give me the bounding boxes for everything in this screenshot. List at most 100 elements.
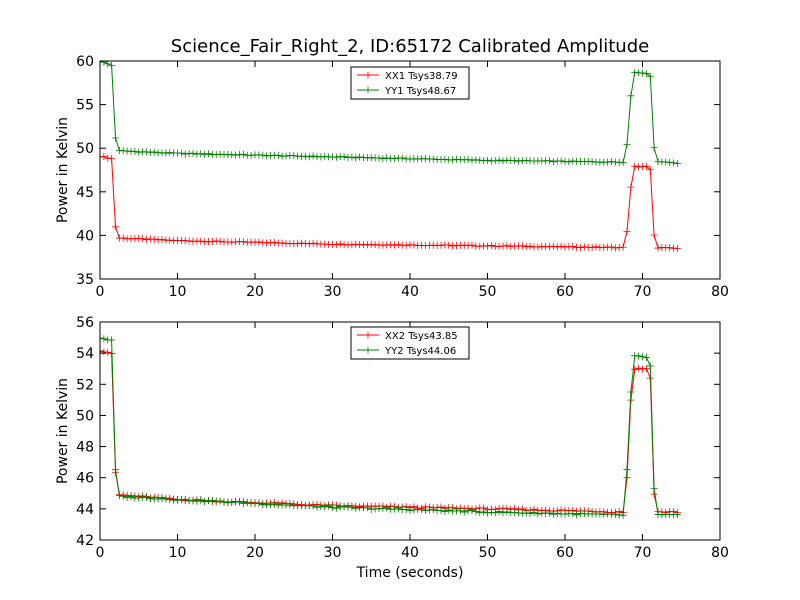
data-point-marker (534, 510, 542, 518)
data-point-marker (429, 155, 437, 163)
data-point-marker (619, 511, 627, 519)
legend: XX2 Tsys43.85 YY2 Tsys44.06 (350, 326, 470, 360)
data-point-marker (193, 150, 201, 158)
data-point-marker (642, 70, 650, 78)
data-point-marker (623, 140, 631, 148)
data-point-marker (670, 159, 677, 167)
data-point-marker (108, 61, 116, 69)
data-point-marker (429, 506, 437, 514)
data-point-marker (100, 347, 104, 355)
data-point-marker (631, 365, 639, 373)
data-point-marker (181, 150, 189, 158)
data-point-marker (119, 492, 127, 500)
data-point-marker (557, 242, 565, 250)
data-point-marker (309, 152, 317, 160)
data-point-marker (553, 509, 561, 517)
data-point-marker (158, 235, 166, 243)
data-point-marker (561, 243, 569, 251)
data-point-marker (332, 153, 340, 161)
data-point-marker (255, 238, 263, 246)
data-point-marker (263, 239, 271, 247)
x-tick-label: 60 (556, 545, 574, 561)
data-point-marker (472, 156, 480, 164)
data-point-marker (236, 498, 243, 506)
x-tick-label: 50 (479, 284, 497, 300)
data-point-marker (549, 158, 557, 166)
y-tick-label: 40 (76, 228, 94, 244)
data-point-marker (100, 61, 108, 66)
data-point-marker (646, 362, 654, 370)
data-point-marker (143, 494, 150, 502)
data-point-marker (623, 474, 631, 482)
data-point-marker (112, 466, 119, 474)
data-point-marker (611, 244, 619, 252)
data-point-marker (123, 494, 131, 502)
data-point-marker (437, 507, 445, 515)
data-point-marker (414, 505, 422, 513)
data-point-marker (522, 509, 530, 517)
data-point-marker (410, 241, 418, 249)
data-point-marker (495, 156, 503, 164)
data-point-marker (259, 151, 267, 159)
series-line (100, 337, 678, 516)
data-point-marker (623, 465, 631, 473)
data-point-marker (642, 353, 650, 361)
y-tick-label: 60 (76, 54, 94, 70)
data-point-marker (286, 501, 294, 509)
data-point-marker (290, 152, 298, 160)
data-point-marker (197, 237, 205, 245)
data-point-marker (143, 236, 150, 244)
data-point-marker (232, 151, 240, 159)
data-point-marker (484, 242, 491, 250)
data-point-marker (425, 506, 433, 514)
data-point-marker (453, 155, 460, 163)
data-point-marker (352, 154, 360, 162)
x-tick-label: 10 (169, 545, 187, 561)
y-tick-label: 55 (76, 98, 94, 114)
top-panel: 0 10 20 30 40 50 60 70 80 35 40 45 50 55 60 Power in Ke… (55, 54, 729, 300)
data-point-marker (208, 238, 216, 245)
data-point-marker (162, 495, 170, 503)
bottom-panel: 0 10 20 30 40 50 60 70 80 42 44 46 48 50 52 54 56 Power i… (55, 315, 729, 581)
data-point-marker (491, 509, 499, 517)
data-point-marker (274, 151, 282, 159)
data-point-marker (515, 157, 522, 165)
data-point-marker (639, 69, 646, 77)
x-tick-label: 0 (96, 284, 105, 300)
data-point-marker (181, 495, 189, 503)
data-point-marker (216, 237, 224, 245)
data-point-marker (522, 156, 530, 164)
series-line (100, 350, 678, 514)
series-yy (100, 61, 681, 167)
data-point-marker (239, 238, 247, 246)
data-point-marker (627, 183, 635, 191)
data-point-marker (546, 509, 553, 517)
y-tick-label: 44 (76, 502, 94, 518)
data-point-marker (666, 244, 674, 252)
data-point-marker (166, 236, 174, 244)
data-point-marker (619, 243, 627, 251)
data-point-marker (499, 509, 507, 517)
data-point-marker (177, 149, 185, 157)
data-point-marker (592, 243, 600, 251)
data-point-marker (135, 148, 143, 156)
data-point-marker (383, 504, 391, 512)
data-point-marker (166, 496, 174, 504)
data-point-marker (193, 497, 201, 505)
data-point-marker (642, 162, 650, 170)
data-point-marker (650, 484, 658, 492)
data-point-marker (391, 241, 398, 249)
data-point-marker (305, 153, 313, 161)
data-point-marker (604, 158, 612, 166)
data-point-marker (336, 240, 344, 248)
data-point-marker (387, 241, 395, 249)
data-point-marker (394, 505, 402, 513)
data-point-marker (464, 156, 472, 164)
data-point-marker (166, 149, 174, 157)
data-point-marker (623, 227, 631, 235)
data-point-marker (150, 235, 158, 243)
data-point-marker (608, 243, 615, 251)
data-point-marker (391, 155, 398, 163)
data-point-marker (278, 239, 286, 247)
